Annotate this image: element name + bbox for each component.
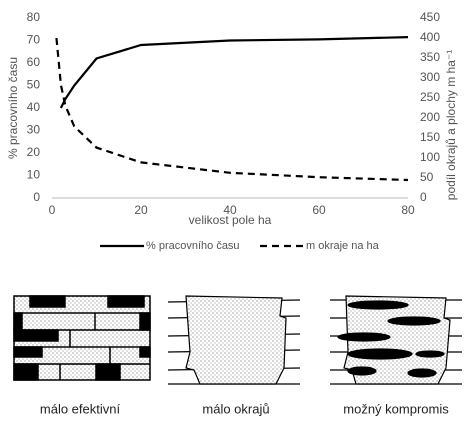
y2-tick-label: 0 (420, 190, 427, 204)
illustration-low-efficiency (13, 295, 151, 381)
x-tick-label: 60 (312, 203, 326, 217)
legend-label: % pracovního času (146, 240, 240, 252)
y-tick-label: 40 (27, 100, 41, 114)
y2-tick-label: 450 (420, 10, 440, 24)
y2-tick-label: 100 (420, 150, 440, 164)
y2-tick-label: 150 (420, 130, 440, 144)
illustration-compromise (330, 295, 462, 385)
y2-tick-label: 300 (420, 70, 440, 84)
y-tick-label: 80 (27, 10, 41, 24)
illustration-few-edges (167, 295, 301, 385)
x-axis-label: velikost pole ha (189, 213, 272, 227)
x-tick-label: 20 (134, 203, 148, 217)
y2-tick-label: 350 (420, 50, 440, 64)
caption: možný kompromis (343, 401, 449, 416)
x-tick-label: 80 (401, 203, 415, 217)
y-tick-label: 50 (27, 78, 41, 92)
y-tick-label: 30 (27, 123, 41, 137)
y2-tick-label: 200 (420, 110, 440, 124)
y2-tick-label: 50 (420, 170, 434, 184)
y-axis-label: % pracovního času (6, 57, 20, 159)
data-line (55, 37, 409, 182)
caption: málo okrajů (202, 401, 269, 416)
y2-tick-label: 400 (420, 30, 440, 44)
y-tick-label: 0 (33, 190, 40, 204)
x-tick-label: 0 (49, 203, 56, 217)
y2-axis-label: podíl okrajů a plochy m ha⁻¹ (444, 50, 458, 200)
x-tick-label: 40 (223, 203, 237, 217)
y-tick-label: 60 (27, 55, 41, 69)
legend-label: m okraje na ha (306, 240, 380, 252)
y-tick-label: 10 (27, 168, 41, 182)
y2-tick-label: 250 (420, 90, 440, 104)
y-tick-label: 70 (27, 33, 41, 47)
y-tick-label: 20 (27, 145, 41, 159)
data-line (59, 36, 409, 109)
caption: málo efektivní (40, 401, 121, 416)
